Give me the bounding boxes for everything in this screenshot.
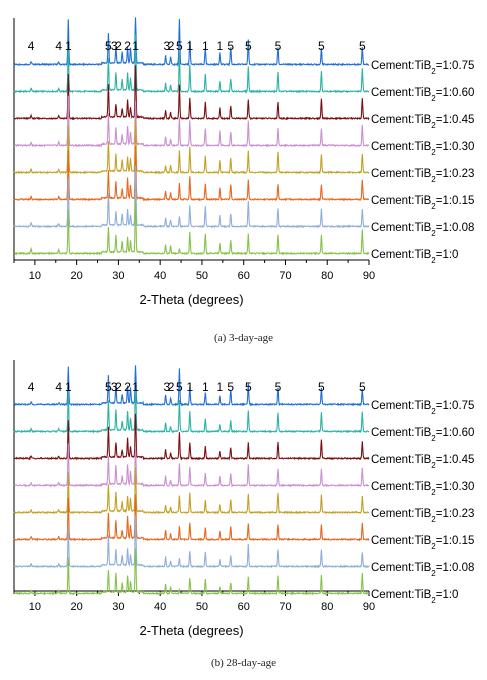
x-tick-label: 80	[321, 270, 333, 282]
series-label: Cement:TiB2=1:0	[371, 249, 458, 265]
x-tick-label: 80	[321, 601, 333, 613]
phase-peak-label: 1	[132, 380, 139, 394]
caption-3-day: (a) 3-day-age	[214, 332, 273, 344]
series-label: Cement:TiB2=1:0.15	[371, 535, 474, 551]
xrd-pattern-line	[13, 146, 370, 202]
x-tick-label: 30	[112, 601, 124, 613]
phase-peak-label: 1	[217, 380, 224, 394]
series-label: Cement:TiB2=1:0.45	[371, 114, 474, 130]
xrd-pattern-line	[13, 548, 370, 596]
xrd-pattern-line	[13, 365, 370, 407]
x-tick-label: 60	[238, 270, 250, 282]
phase-peak-label: 5	[105, 39, 112, 53]
xrd-pattern-line	[13, 443, 370, 488]
series-label: Cement:TiB2=1:0.23	[371, 168, 474, 184]
x-tick-label: 70	[279, 601, 291, 613]
phase-peak-label: 5	[245, 39, 252, 53]
phase-peak-label: 2	[115, 380, 122, 394]
panel-3-day: 10 20 30 40 50 60 70 80 90 2-Theta (degrees) Cemen…	[13, 17, 474, 307]
x-tick-label: 90	[363, 270, 375, 282]
phase-peak-label: 4	[28, 39, 35, 53]
phase-peak-label: 4	[55, 39, 62, 53]
xrd-pattern-line	[13, 65, 370, 121]
phase-peak-label: 5	[318, 39, 325, 53]
series-label: Cement:TiB2=1:0.23	[371, 508, 474, 524]
phase-peak-label: 2	[124, 380, 131, 394]
xrd-pattern-line	[13, 34, 370, 94]
xrd-pattern-line	[13, 119, 370, 175]
x-tick-label: 20	[71, 270, 83, 282]
phase-peak-label: 1	[186, 39, 193, 53]
xrd-pattern-line	[13, 383, 370, 434]
xrd-pattern-line	[13, 95, 370, 148]
phase-peak-label: 5	[359, 39, 366, 53]
x-tick-label: 10	[29, 601, 41, 613]
xrd-pattern-line	[13, 17, 370, 67]
x-tick-label: 20	[71, 601, 83, 613]
xrd-pattern-line	[13, 515, 370, 569]
x-tick-label: 50	[196, 601, 208, 613]
x-tick-label: 70	[279, 270, 291, 282]
phase-peak-label: 5	[275, 380, 282, 394]
series-label: Cement:TiB2=1:0.08	[371, 562, 474, 578]
x-tick-label: 60	[238, 601, 250, 613]
xrd-pattern-line	[13, 198, 370, 256]
series-label: Cement:TiB2=1:0.60	[371, 87, 474, 103]
series-label: Cement:TiB2=1:0.45	[371, 454, 474, 470]
panel-28-day: 10 20 30 40 50 60 70 80 90 2-Theta (degrees) Cemen…	[13, 360, 474, 638]
phase-peak-label: 5	[176, 39, 183, 53]
phase-peak-label: 5	[227, 39, 234, 53]
x-axis-title: 2-Theta (degrees)	[139, 623, 243, 638]
phase-peak-label: 5	[227, 380, 234, 394]
series-label: Cement:TiB2=1:0.30	[371, 141, 474, 157]
series-label: Cement:TiB2=1:0.08	[371, 222, 474, 238]
x-tick-label: 30	[112, 270, 124, 282]
x-tick-label: 40	[154, 270, 166, 282]
x-tick-label: 10	[29, 270, 41, 282]
phase-peak-label: 1	[202, 380, 209, 394]
phase-peak-label: 2	[115, 39, 122, 53]
phase-peak-label: 1	[65, 380, 72, 394]
x-tick-label: 50	[196, 270, 208, 282]
series-label: Cement:TiB2=1:0.30	[371, 481, 474, 497]
phase-peak-label: 1	[217, 39, 224, 53]
phase-peak-label: 5	[359, 380, 366, 394]
phase-peak-label: 1	[65, 39, 72, 53]
phase-peak-label: 4	[28, 380, 35, 394]
phase-peak-label: 2	[124, 39, 131, 53]
phase-peak-label: 3	[164, 39, 171, 53]
phase-peak-label: 1	[186, 380, 193, 394]
x-tick-label: 40	[154, 601, 166, 613]
series-label: Cement:TiB2=1:0.60	[371, 427, 474, 443]
x-tick-label: 90	[363, 601, 375, 613]
caption-28-day: (b) 28-day-age	[210, 657, 277, 669]
xrd-pattern-line	[13, 467, 370, 515]
phase-peak-label: 3	[111, 39, 118, 53]
phase-peak-label: 2	[168, 39, 175, 53]
phase-peak-label: 1	[132, 39, 139, 53]
phase-peak-label: 1	[202, 39, 209, 53]
series-label: Cement:TiB2=1:0.15	[371, 195, 474, 211]
xrd-pattern-line	[13, 413, 370, 461]
phase-peak-label: 5	[245, 380, 252, 394]
phase-peak-label: 5	[318, 380, 325, 394]
phase-peak-label: 5	[105, 380, 112, 394]
x-axis-title: 2-Theta (degrees)	[139, 292, 243, 307]
xrd-pattern-line	[13, 165, 370, 229]
phase-peak-label: 5	[176, 380, 183, 394]
phase-peak-label: 3	[111, 380, 118, 394]
phase-peak-label: 3	[164, 380, 171, 394]
phase-peak-label: 2	[168, 380, 175, 394]
series-label: Cement:TiB2=1:0	[371, 589, 458, 605]
xrd-pattern-line	[13, 494, 370, 542]
series-label: Cement:TiB2=1:0.75	[371, 60, 474, 76]
series-label: Cement:TiB2=1:0.75	[371, 400, 474, 416]
phase-peak-label: 5	[275, 39, 282, 53]
phase-peak-label: 4	[55, 380, 62, 394]
